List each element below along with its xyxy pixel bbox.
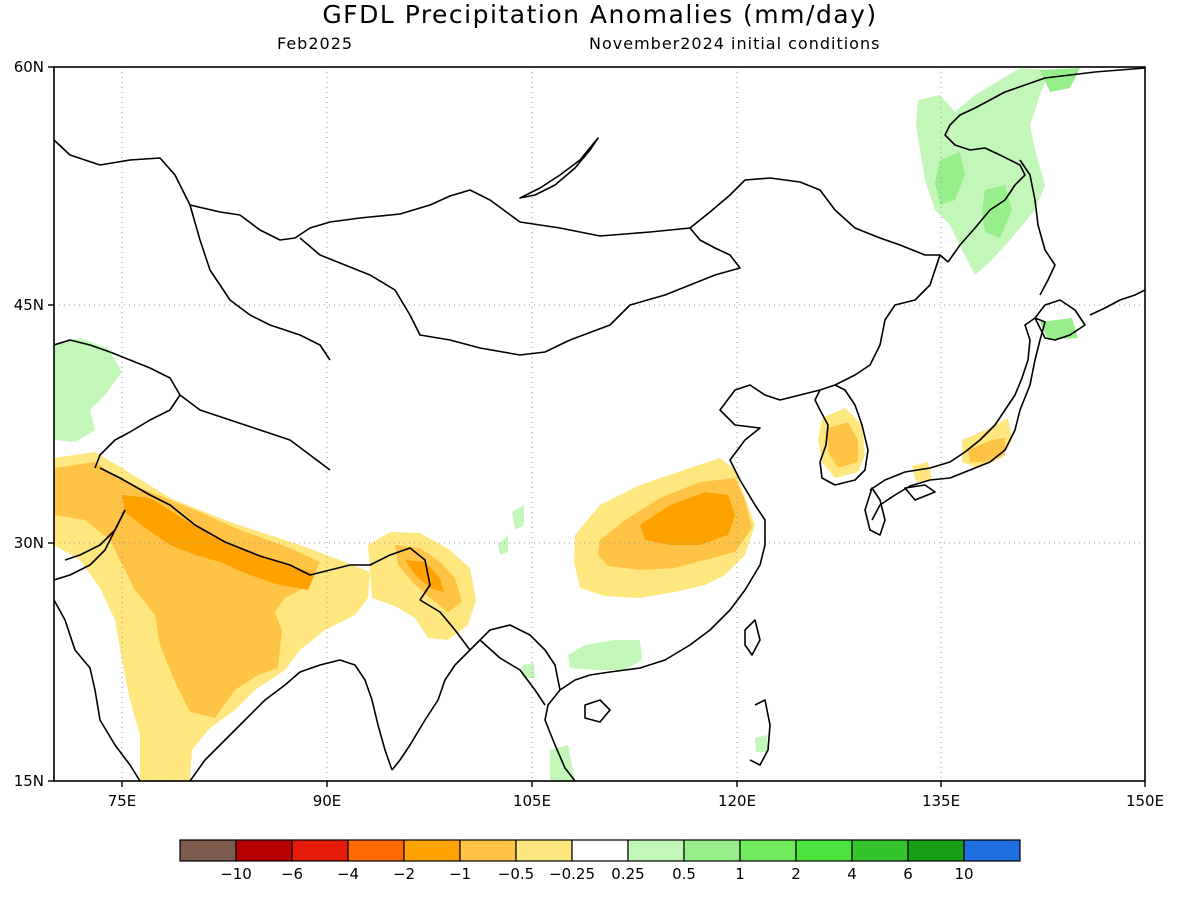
forecast-month: Feb2025 <box>277 34 354 53</box>
hainan <box>584 699 611 723</box>
central-asia-border <box>54 339 181 469</box>
colorbar-swatch-8 <box>627 839 685 862</box>
bay-of-bengal <box>189 659 393 781</box>
wet-area-sichuan <box>512 505 524 530</box>
colorbar-label-6: −0.25 <box>549 865 595 883</box>
russia-china-border <box>54 139 949 263</box>
wet-area-okhotsk-mid-3 <box>1040 68 1080 92</box>
colorbar-swatch-4 <box>403 839 461 862</box>
colorbar-label-9: 1 <box>735 865 745 883</box>
colorbar-swatch-14 <box>963 839 1021 862</box>
lake-baikal <box>519 137 599 199</box>
map-title: GFDL Precipitation Anomalies (mm/day) <box>322 0 878 29</box>
colorbar-label-11: 4 <box>847 865 857 883</box>
wet-area-central-asia <box>54 338 122 442</box>
wet-area-sichuan-2 <box>498 535 508 555</box>
wet-area-hokkaido <box>1040 318 1078 340</box>
colorbar-label-4: −1 <box>449 865 471 883</box>
dry-area-korea-mid <box>828 422 858 468</box>
colorbar: −10 −6 −4 −2 −1 −0.5 −0.25 0.25 0.5 1 2 4 6 10 <box>179 839 1021 883</box>
colorbar-label-10: 2 <box>791 865 801 883</box>
anomaly-shading <box>54 68 1080 781</box>
dry-area-india-mid <box>54 462 320 718</box>
kazakhstan-border <box>189 204 331 361</box>
colorbar-label-3: −2 <box>393 865 415 883</box>
southeast-asia-inner <box>419 599 546 706</box>
dry-area-himalaya-strong <box>122 495 315 590</box>
wet-area-laos <box>522 663 535 678</box>
colorbar-swatch-9 <box>683 839 741 862</box>
lon-label-150e: 150E <box>1126 792 1164 810</box>
colorbar-swatch-7 <box>571 839 629 862</box>
colorbar-swatch-12 <box>851 839 909 862</box>
lon-label-120e: 120E <box>718 792 756 810</box>
wet-area-okhotsk-mid-2 <box>982 185 1012 238</box>
colorbar-swatch-10 <box>739 839 797 862</box>
colorbar-swatch-3 <box>347 839 405 862</box>
lon-label-135e: 135E <box>922 792 960 810</box>
hokkaido <box>1034 299 1086 341</box>
dry-area-japan-south <box>912 462 932 482</box>
lon-label-90e: 90E <box>313 792 342 810</box>
japan-shikoku <box>904 484 936 501</box>
lat-label-60n: 60N <box>14 58 44 76</box>
colorbar-label-2: −4 <box>337 865 359 883</box>
lat-label-30n: 30N <box>14 534 44 552</box>
himalaya-border <box>99 467 431 601</box>
india-coast <box>54 599 141 781</box>
coastlines-and-borders <box>54 67 1145 781</box>
japan-honshu <box>869 317 1046 521</box>
wet-area-okhotsk-mid <box>935 152 965 205</box>
tibet-border <box>179 394 331 471</box>
northeast-china-border <box>819 254 941 391</box>
map-frame <box>53 66 1146 782</box>
colorbar-label-12: 6 <box>903 865 913 883</box>
colorbar-swatch-0 <box>179 839 237 862</box>
okhotsk-coast <box>944 67 1145 263</box>
colorbar-swatch-11 <box>795 839 853 862</box>
japan-kyushu <box>864 487 886 536</box>
sakhalin <box>1019 159 1056 296</box>
mongolia-border <box>299 227 741 356</box>
wet-area-okhotsk-light <box>916 68 1050 275</box>
colorbar-label-8: 0.5 <box>672 865 696 883</box>
myanmar-thailand <box>391 624 561 771</box>
lat-label-45n: 45N <box>14 296 44 314</box>
wet-area-philippines <box>755 735 768 752</box>
axis-ticks <box>48 66 1146 787</box>
colorbar-label-13: 10 <box>954 865 973 883</box>
colorbar-swatch-5 <box>459 839 517 862</box>
philippines-luzon <box>749 699 771 766</box>
initial-conditions-label: November2024 initial conditions <box>589 34 881 53</box>
colorbar-label-7: 0.25 <box>611 865 644 883</box>
kamchatka-kuril <box>1089 289 1145 316</box>
lon-label-75e: 75E <box>108 792 137 810</box>
colorbar-swatch-13 <box>907 839 965 862</box>
wet-area-south-china <box>568 640 642 670</box>
taiwan <box>744 619 761 656</box>
colorbar-swatch-1 <box>235 839 293 862</box>
korea-peninsula <box>814 384 869 486</box>
dry-area-yangtze-strong <box>640 492 735 545</box>
colorbar-label-0: −10 <box>220 865 252 883</box>
colorbar-swatch-6 <box>515 839 573 862</box>
colorbar-label-1: −6 <box>281 865 303 883</box>
india-inner-border <box>64 509 126 561</box>
colorbar-swatch-2 <box>291 839 349 862</box>
colorbar-label-5: −0.5 <box>498 865 534 883</box>
dry-area-japan-mid <box>968 438 1005 462</box>
dry-area-myanmar-strong <box>405 560 444 592</box>
lat-label-15n: 15N <box>14 772 44 790</box>
lon-label-105e: 105E <box>513 792 551 810</box>
map-gridlines <box>54 67 1145 781</box>
